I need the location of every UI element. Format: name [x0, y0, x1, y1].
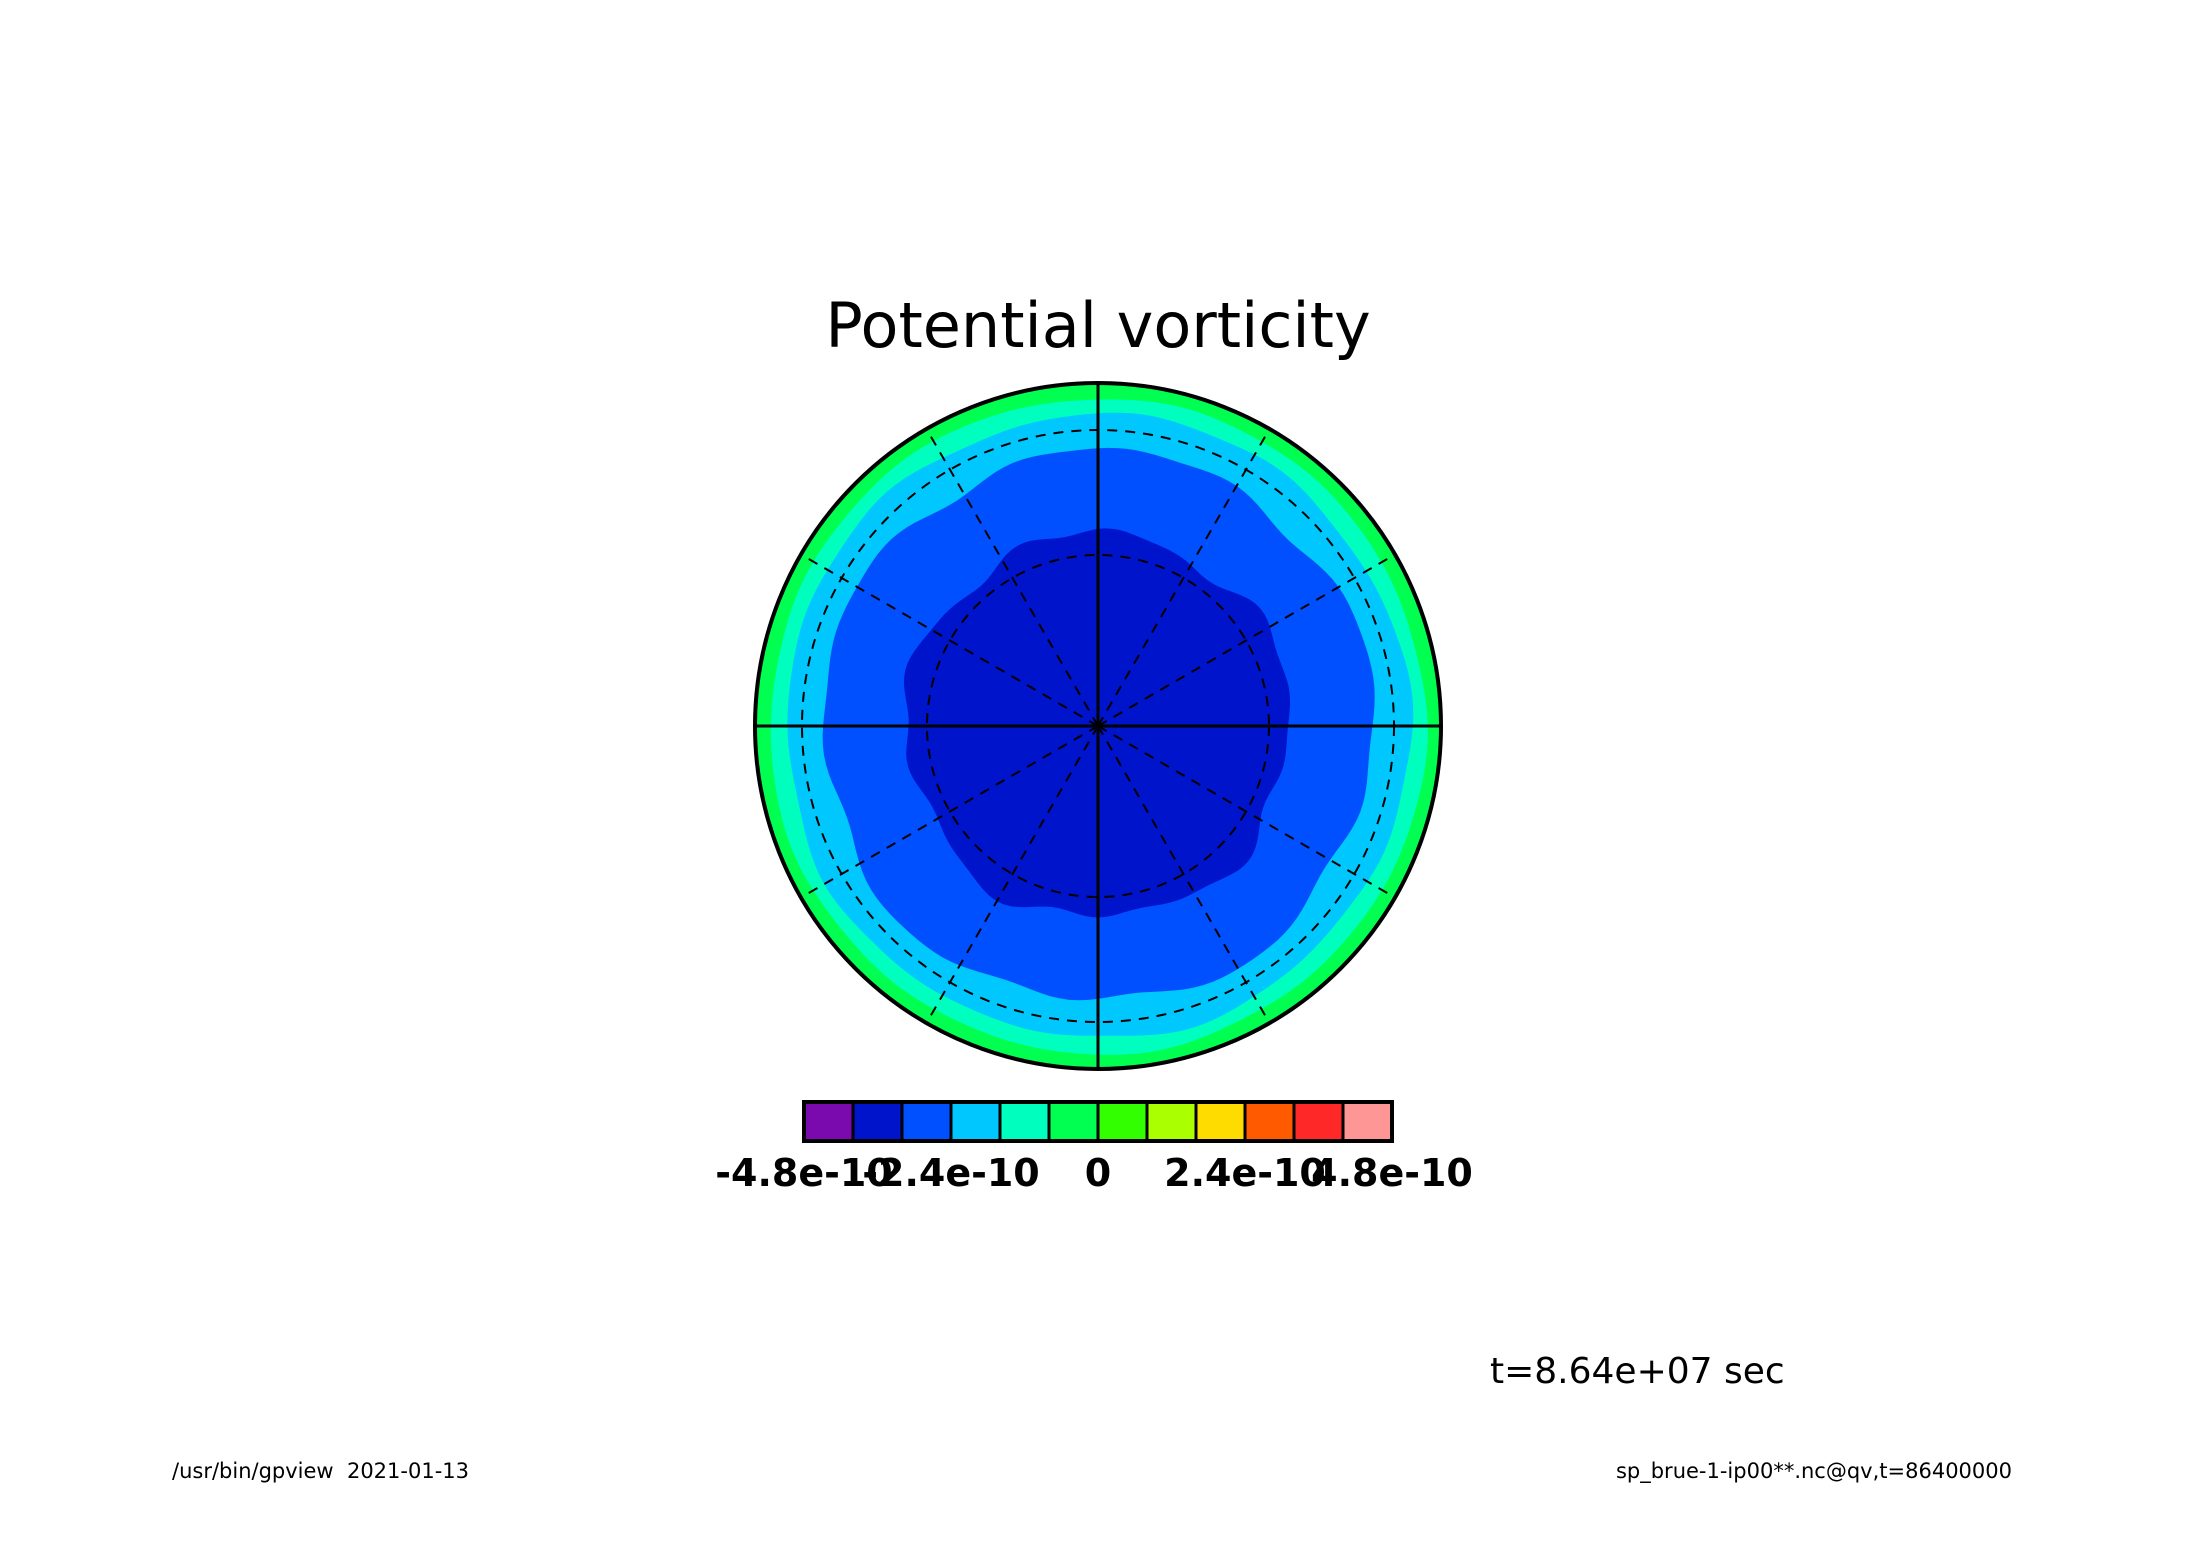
- colorbar-swatch: [1292, 1100, 1345, 1143]
- meridian-line-dashed: [925, 428, 1099, 727]
- colorbar-swatch: [1243, 1100, 1296, 1143]
- colorbar-labels: -4.8e-10 -2.4e-10 0 2.4e-10 4.8e-10: [715, 1151, 1473, 1195]
- colorbar: [802, 1100, 1394, 1143]
- colorbar-swatch: [1194, 1100, 1247, 1143]
- colorbar-swatch: [998, 1100, 1051, 1143]
- latitude-circle: [801, 429, 1395, 1023]
- footer-right: sp_brue-1-ip00**.nc@qv,t=86400000: [1616, 1459, 2012, 1484]
- colorbar-tick-label: -2.4e-10: [862, 1151, 1040, 1195]
- colorbar-swatch: [1047, 1100, 1100, 1143]
- colorbar-frame: [802, 1100, 1394, 1143]
- meridian-line-dashed: [925, 725, 1099, 1024]
- colorbar-swatch: [949, 1100, 1002, 1143]
- polar-grid: [755, 383, 1441, 1069]
- colorbar-swatch: [802, 1100, 855, 1143]
- colorbar-tick-label: 0: [1085, 1151, 1111, 1195]
- colorbar-swatch: [1145, 1100, 1198, 1143]
- footer-left: /usr/bin/gpview 2021-01-13: [172, 1459, 469, 1483]
- meridian-line-dashed: [800, 553, 1099, 727]
- colorbar-swatch: [1096, 1100, 1149, 1143]
- meridian-line-dashed: [1097, 725, 1396, 899]
- colorbar-tick-label: -4.8e-10: [715, 1151, 893, 1195]
- colorbar-swatch: [900, 1100, 953, 1143]
- meridian-line-dashed: [1097, 553, 1396, 727]
- chart-title: Potential vorticity: [825, 289, 1370, 362]
- latitude-circle: [926, 554, 1270, 898]
- colorbar-swatch: [1341, 1100, 1394, 1143]
- meridian-line-dashed: [1097, 428, 1271, 727]
- time-label: t=8.64e+07 sec: [1490, 1351, 1785, 1392]
- polar-disk-outline: [753, 381, 1443, 1071]
- colorbar-tick-label: 2.4e-10: [1164, 1151, 1326, 1195]
- colorbar-tick-label: 4.8e-10: [1311, 1151, 1473, 1195]
- meridian-line-dashed: [800, 725, 1099, 899]
- meridian-line-dashed: [1097, 725, 1271, 1024]
- colorbar-swatch: [851, 1100, 904, 1143]
